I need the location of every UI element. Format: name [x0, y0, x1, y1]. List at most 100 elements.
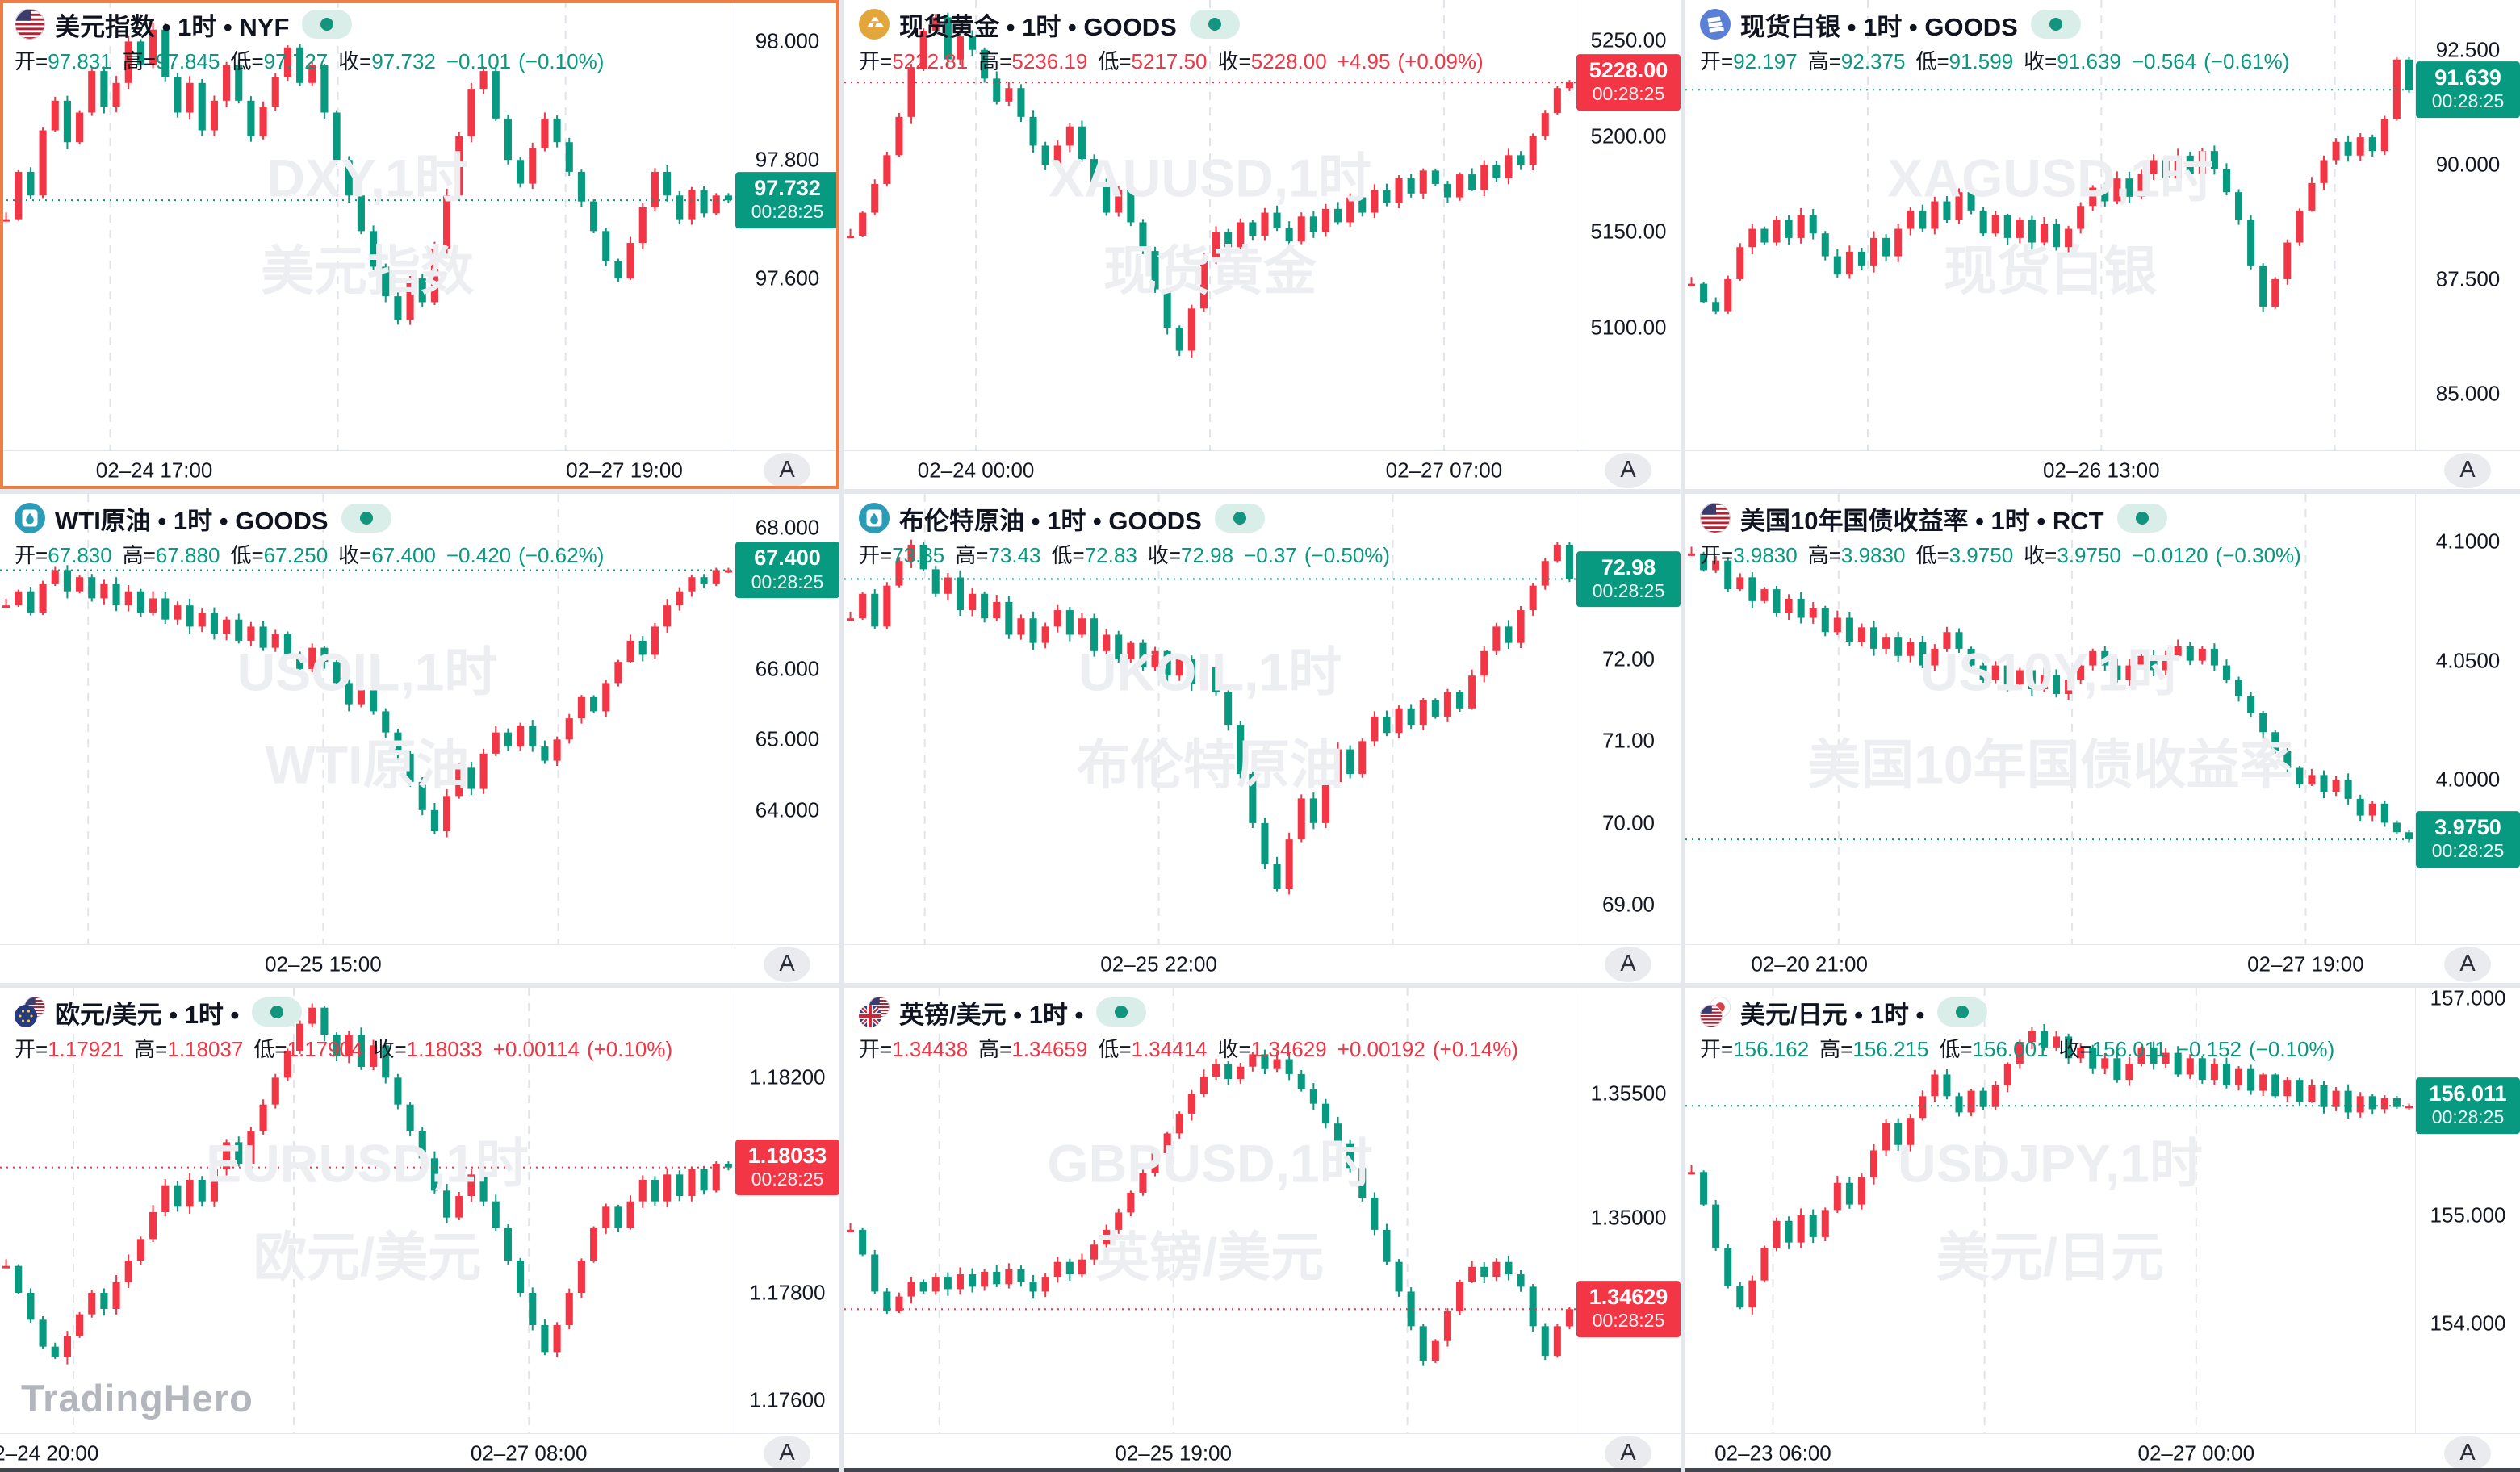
time-axis[interactable]: A 02–23 06:00 02–27 00:00	[1685, 1433, 2520, 1472]
chart-title[interactable]: 现货白银 • 1时 • GOODS	[1740, 12, 2018, 41]
candle-body	[271, 634, 279, 648]
time-axis[interactable]: A 02–25 19:00	[844, 1433, 1681, 1472]
status-pill[interactable]	[1189, 10, 1240, 39]
time-axis[interactable]: A 02–25 22:00	[844, 944, 1681, 983]
plot-area[interactable]	[1685, 0, 2415, 450]
plot-area[interactable]	[844, 988, 1576, 1433]
candle-body	[1882, 237, 1890, 257]
plot-area[interactable]	[844, 0, 1576, 450]
candle-body	[1041, 145, 1049, 165]
candle-body	[1857, 627, 1865, 642]
candle-body	[1919, 1096, 1927, 1119]
price-axis[interactable]: 4.1000 4.0500 4.0000 3.9750 00:28:25	[2415, 494, 2520, 944]
chart-title[interactable]: 美元/日元 • 1时 •	[1740, 1000, 1925, 1029]
candle-body	[2405, 1106, 2413, 1109]
candle-body	[2332, 1090, 2340, 1107]
status-pill[interactable]	[1937, 997, 1988, 1027]
candle-body	[993, 78, 1001, 102]
status-pill[interactable]	[252, 997, 303, 1027]
candle-body	[956, 1274, 964, 1290]
status-pill[interactable]	[2030, 10, 2081, 39]
candle-body	[2174, 1052, 2182, 1075]
candle-body	[504, 1228, 512, 1261]
candle-body	[235, 619, 243, 641]
candle-body	[320, 65, 329, 113]
candle-body	[296, 1023, 304, 1051]
candle-body	[296, 47, 304, 83]
close-label: 收=	[1217, 49, 1251, 73]
auto-scale-button[interactable]: A	[1605, 452, 1651, 488]
candle-body	[504, 118, 512, 161]
candle-body	[1700, 553, 1708, 571]
candle-body	[161, 598, 170, 620]
candle-body	[1041, 1277, 1049, 1292]
candlestick-canvas	[844, 988, 1576, 1433]
time-axis[interactable]: A 02–24 17:00 02–27 19:00	[0, 450, 839, 489]
status-pill[interactable]	[1096, 997, 1147, 1027]
auto-scale-button[interactable]: A	[764, 452, 810, 488]
candle-body	[931, 569, 940, 594]
plot-area[interactable]	[1685, 494, 2415, 944]
price-tick-label: 70.00	[1601, 810, 1656, 835]
price-axis[interactable]: 92.500 90.000 87.500 85.000 91.639 00:28:25	[2415, 0, 2520, 450]
chart-title[interactable]: 欧元/美元 • 1时 •	[55, 1000, 240, 1029]
plot-area[interactable]	[0, 494, 735, 944]
candle-body	[1139, 642, 1147, 668]
candle-body	[88, 577, 96, 599]
auto-scale-button[interactable]: A	[764, 1435, 810, 1471]
auto-scale-button[interactable]: A	[1605, 946, 1651, 982]
auto-scale-button[interactable]: A	[764, 946, 810, 982]
price-axis[interactable]: 1.35500 1.35000 1.34629 00:28:25	[1576, 988, 1681, 1433]
candle-body	[2283, 751, 2292, 768]
time-axis[interactable]: A 02–20 21:00 02–27 19:00	[1685, 944, 2520, 983]
auto-scale-button[interactable]: A	[2444, 452, 2491, 488]
candle-body	[2259, 713, 2267, 733]
plot-area[interactable]	[0, 988, 735, 1433]
time-axis[interactable]: A 02–26 13:00	[1685, 450, 2520, 489]
price-axis[interactable]: 68.000 66.000 65.000 64.000 67.400 00:28:25	[735, 494, 839, 944]
auto-scale-button[interactable]: A	[1605, 1435, 1651, 1471]
candle-body	[676, 591, 684, 606]
candle-body	[2332, 141, 2340, 161]
candle-body	[2222, 1064, 2230, 1085]
change-value: −0.420	[446, 543, 512, 567]
chart-title[interactable]: 布伦特原油 • 1时 • GOODS	[899, 506, 1202, 535]
plot-area[interactable]	[844, 494, 1576, 944]
chart-title[interactable]: WTI原油 • 1时 • GOODS	[55, 506, 329, 535]
time-axis[interactable]: A 02–24 20:00 02–27 08:00	[0, 1433, 839, 1472]
chart-title[interactable]: 现货黄金 • 1时 • GOODS	[899, 12, 1177, 41]
price-axis[interactable]: 157.000 155.000 154.000 156.011 00:28:25	[2415, 988, 2520, 1433]
candle-body	[161, 1185, 170, 1212]
plot-area[interactable]	[1685, 988, 2415, 1433]
candle-body	[529, 725, 537, 747]
open-value: 1.34438	[892, 1037, 969, 1061]
chart-title[interactable]: 英镑/美元 • 1时 •	[899, 1000, 1084, 1029]
candle-body	[2040, 224, 2048, 243]
chart-title[interactable]: 美元指数 • 1时 • NYF	[55, 12, 290, 41]
candle-body	[1017, 618, 1025, 635]
candle-body	[1115, 1212, 1123, 1230]
time-axis[interactable]: A 02–25 15:00	[0, 944, 839, 983]
status-pill[interactable]	[302, 10, 353, 39]
chart-title[interactable]: 美国10年国债收益率 • 1时 • RCT	[1740, 506, 2104, 535]
price-axis[interactable]: 72.00 71.00 70.00 69.00 72.98 00:28:25	[1576, 494, 1681, 944]
status-pill[interactable]	[1214, 504, 1265, 533]
auto-scale-button[interactable]: A	[2444, 1435, 2491, 1471]
price-axis[interactable]: 1.18200 1.17800 1.17600 1.18033 00:28:25	[735, 988, 839, 1433]
status-pill[interactable]	[2116, 504, 2167, 533]
high-label: 高=	[122, 49, 156, 73]
status-pill[interactable]	[341, 504, 391, 533]
candle-body	[345, 683, 353, 705]
candle-body	[1505, 155, 1513, 178]
plot-area[interactable]	[0, 0, 735, 450]
candle-body	[1688, 1172, 1696, 1175]
candle-body	[88, 1293, 96, 1315]
candle-body	[1505, 1261, 1513, 1275]
time-axis[interactable]: A 02–24 00:00 02–27 07:00	[844, 450, 1681, 489]
price-axis[interactable]: 5250.00 5200.00 5150.00 5100.00 5228.00 00:28…	[1576, 0, 1681, 450]
price-axis[interactable]: 98.000 97.800 97.600 97.732 00:28:25	[735, 0, 839, 450]
auto-scale-button[interactable]: A	[2444, 946, 2491, 982]
candle-body	[51, 100, 59, 131]
candle-body	[271, 77, 279, 107]
candle-body	[577, 1261, 585, 1293]
